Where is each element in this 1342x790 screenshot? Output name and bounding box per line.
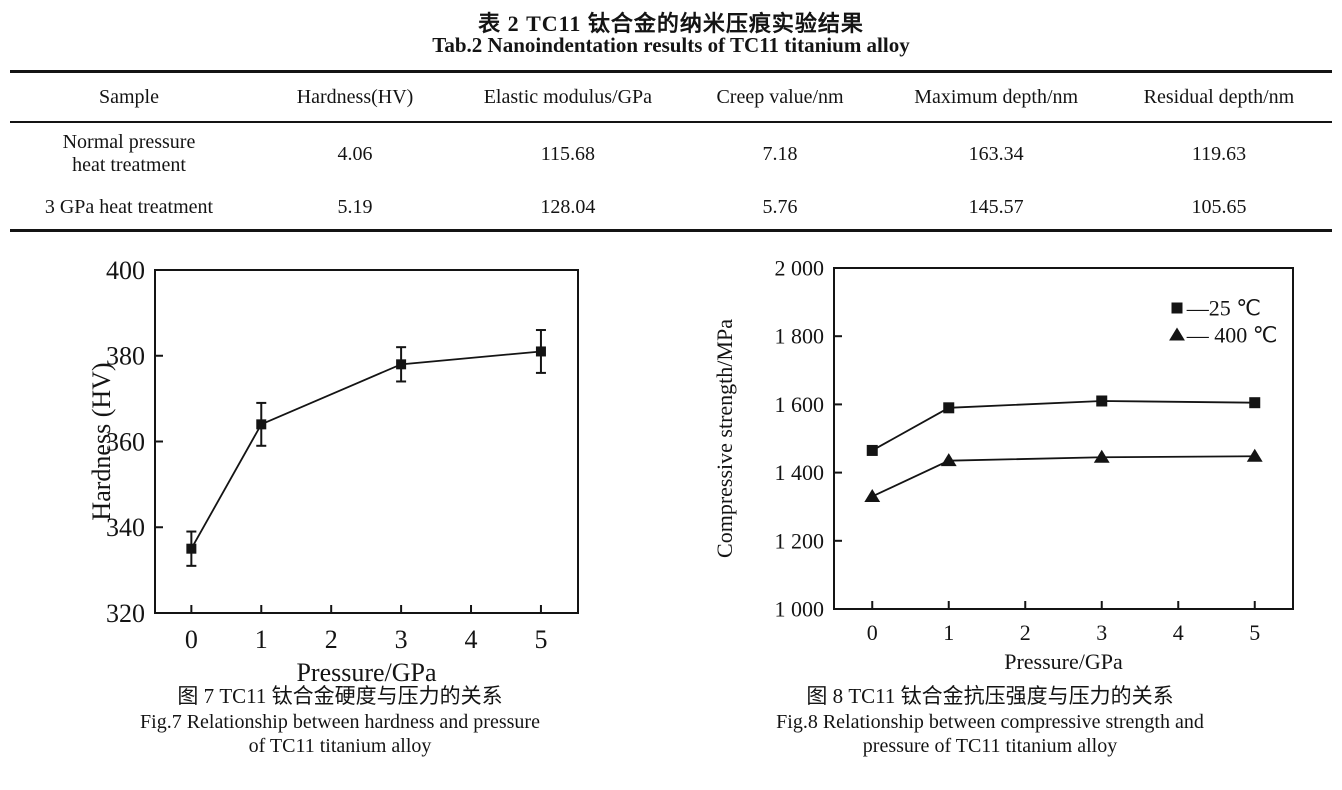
header-hardness: Hardness(HV) [247,71,463,123]
x-tick-label: 4 [1173,620,1184,645]
series-line [871,400,1255,452]
figure7-caption-en1: Fig.7 Relationship between hardness and … [140,710,540,733]
figure8-plot: 1 000 1 200 1 400 1 600 1 800 2 000 0 1 2 3 4 5 Pres… [712,255,1294,674]
x-tick-label: 3 [395,625,408,654]
header-residual-depth: Residual depth/nm [1105,71,1332,123]
data-point-marker [1246,448,1263,462]
header-sample: Sample [10,71,248,123]
data-point-marker [1096,395,1108,407]
y-tick-label: 2 000 [775,255,825,280]
x-tick-label: 0 [867,620,878,645]
figure7-plot: 320 340 360 380 400 0 1 2 3 4 5 Pressure/GPa Hardnes… [87,256,579,687]
x-tick-label: 5 [534,625,547,654]
y-tick-label: 340 [106,513,145,542]
cell-value: 145.57 [968,195,1024,218]
y-tick-label: 360 [106,427,145,456]
cell-sample: Normal pressure heat treatment [62,131,196,176]
cell-value: 105.65 [1191,195,1247,218]
data-point-marker [866,444,878,456]
figure8-caption-en2: pressure of TC11 titanium alloy [862,735,1118,757]
y-tick-label: 1 400 [775,460,825,485]
cell-value: 119.63 [1191,142,1247,165]
series-line [871,455,1255,498]
data-point-marker [943,402,955,414]
legend-marker [1169,327,1185,341]
cell-value: 115.68 [540,142,595,165]
nanoindentation-table: Sample Hardness(HV) Elastic modulus/GPa … [10,70,1332,232]
table-caption-en: Tab.2 Nanoindentation results of TC11 ti… [432,33,910,57]
y-axis-label: Compressive strength/MPa [712,319,737,558]
x-tick-label: 0 [185,625,198,654]
legend-label: — 400 ℃ [1186,322,1278,347]
figure8-caption-en1: Fig.8 Relationship between compressive s… [776,710,1204,733]
y-tick-label: 1 600 [775,392,825,417]
data-point-marker [396,359,407,370]
data-point-marker [1093,449,1110,463]
cell-value: 7.18 [762,142,798,165]
x-tick-label: 5 [1249,620,1260,645]
legend-label: —25 ℃ [1186,295,1261,320]
figure7-hardness-chart: 320 340 360 380 400 0 1 2 3 4 5 Pressure/GPa Hardnes… [80,250,610,693]
y-tick-label: 1 000 [775,596,825,621]
table-caption-zh: 表 2 TC11 钛合金的纳米压痕实验结果 [478,11,864,36]
cell-value: 5.76 [762,195,798,218]
data-point-marker [535,346,546,357]
cell-value: 5.19 [337,195,373,218]
header-creep-value: Creep value/nm [673,71,887,123]
header-maximum-depth: Maximum depth/nm [886,71,1106,123]
x-tick-label: 2 [1020,620,1031,645]
y-tick-label: 1 200 [775,528,825,553]
data-point-marker [186,543,197,554]
y-tick-label: 320 [106,599,145,628]
y-axis-label: Hardness (HV) [87,362,116,520]
table-row: Normal pressure heat treatment 4.06 115.… [10,122,1332,185]
cell-value: 163.34 [968,142,1024,165]
x-tick-label: 3 [1096,620,1107,645]
y-tick-label: 1 800 [775,324,825,349]
x-tick-label: 4 [465,625,478,654]
figure8-caption: 图 8 TC11 钛合金抗压强度与压力的关系 Fig.8 Relationshi… [710,684,1270,758]
data-point-marker [864,488,881,502]
figure8-caption-zh: 图 8 TC11 钛合金抗压强度与压力的关系 [806,684,1174,708]
x-tick-label: 1 [255,625,268,654]
cell-sample: 3 GPa heat treatment [44,195,214,218]
series-line [190,350,542,550]
data-point-marker [1249,397,1261,409]
x-axis-label: Pressure/GPa [296,658,437,687]
table-row: 3 GPa heat treatment 5.19 128.04 5.76 14… [10,185,1332,231]
y-tick-label: 400 [106,256,145,285]
y-tick-label: 380 [106,342,145,371]
data-point-marker [256,419,267,430]
figure8-compressive-strength-chart: 1 000 1 200 1 400 1 600 1 800 2 000 0 1 2 3 4 5 Pres… [700,250,1340,693]
plot-frame [154,269,579,614]
table-header-row: Sample Hardness(HV) Elastic modulus/GPa … [10,71,1332,123]
legend-marker [1171,302,1183,314]
header-elastic-modulus: Elastic modulus/GPa [462,71,674,123]
figure7-caption: 图 7 TC11 钛合金硬度与压力的关系 Fig.7 Relationship … [60,684,620,758]
data-point-marker [940,453,957,467]
cell-value: 4.06 [337,142,373,165]
figure7-caption-en2: of TC11 titanium alloy [248,735,432,757]
x-axis-label: Pressure/GPa [1004,649,1123,674]
figure7-caption-zh: 图 7 TC11 钛合金硬度与压力的关系 [177,684,503,708]
x-tick-label: 1 [943,620,954,645]
cell-value: 128.04 [540,195,596,218]
x-tick-label: 2 [325,625,338,654]
plot-frame [833,267,1294,610]
